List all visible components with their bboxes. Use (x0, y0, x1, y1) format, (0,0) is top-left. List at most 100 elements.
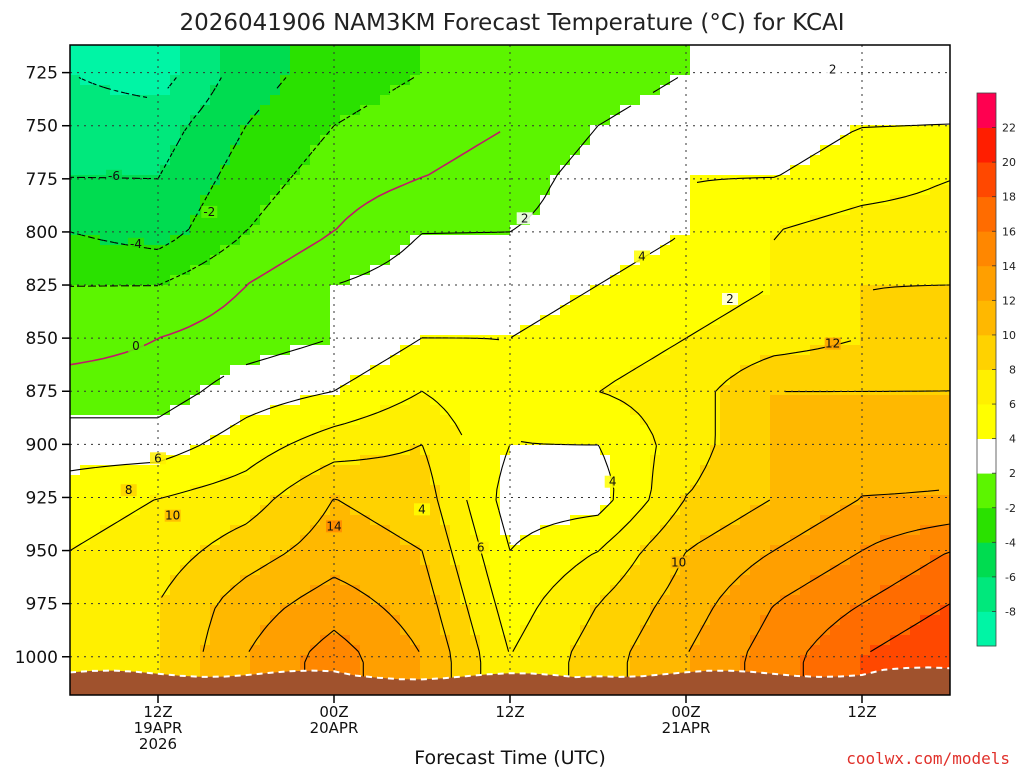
temperature-cell (670, 435, 681, 446)
temperature-cell (380, 405, 391, 416)
temperature-cell (250, 125, 261, 136)
temperature-cell (300, 515, 311, 526)
temperature-cell (180, 585, 191, 596)
temperature-cell (290, 365, 301, 376)
temperature-cell (570, 325, 581, 336)
temperature-cell (800, 555, 811, 566)
temperature-cell (240, 355, 251, 366)
temperature-cell (220, 375, 231, 386)
temperature-cell (500, 395, 511, 406)
temperature-cell (210, 115, 221, 126)
temperature-cell (580, 75, 591, 86)
temperature-cell (810, 455, 821, 466)
temperature-cell (550, 175, 561, 186)
temperature-cell (560, 485, 571, 496)
temperature-cell (420, 245, 431, 256)
temperature-cell (620, 75, 631, 86)
temperature-cell (210, 365, 221, 376)
temperature-cell (840, 525, 851, 536)
temperature-cell (130, 405, 141, 416)
temperature-cell (70, 105, 81, 116)
temperature-cell (430, 415, 441, 426)
temperature-cell (580, 495, 591, 506)
temperature-cell (920, 75, 931, 86)
temperature-cell (630, 445, 641, 456)
temperature-cell (540, 355, 551, 366)
temperature-cell (870, 55, 881, 66)
temperature-cell (210, 595, 221, 606)
temperature-cell (500, 285, 511, 296)
temperature-cell (370, 65, 381, 76)
temperature-cell (150, 525, 161, 536)
temperature-cell (300, 415, 311, 426)
temperature-cell (210, 215, 221, 226)
temperature-cell (220, 525, 231, 536)
temperature-cell (550, 495, 561, 506)
temperature-cell (100, 585, 111, 596)
temperature-cell (720, 435, 731, 446)
temperature-cell (650, 555, 661, 566)
temperature-cell (320, 255, 331, 266)
temperature-cell (780, 575, 791, 586)
temperature-cell (690, 605, 701, 616)
temperature-cell (150, 595, 161, 606)
temperature-cell (690, 165, 701, 176)
temperature-cell (670, 355, 681, 366)
temperature-cell (870, 205, 881, 216)
temperature-cell (100, 535, 111, 546)
temperature-cell (630, 595, 641, 606)
temperature-cell (410, 445, 421, 456)
temperature-cell (800, 595, 811, 606)
temperature-cell (880, 325, 891, 336)
temperature-cell (720, 105, 731, 116)
temperature-cell (280, 65, 291, 76)
temperature-cell (880, 435, 891, 446)
plot-area (70, 45, 950, 695)
temperature-cell (580, 575, 591, 586)
temperature-cell (860, 455, 871, 466)
temperature-cell (860, 45, 871, 56)
temperature-cell (620, 495, 631, 506)
temperature-cell (410, 215, 421, 226)
temperature-cell (680, 515, 691, 526)
temperature-cell (530, 455, 541, 466)
temperature-cell (340, 455, 351, 466)
temperature-cell (220, 515, 231, 526)
temperature-cell (520, 585, 531, 596)
temperature-cell (90, 75, 101, 86)
temperature-cell (220, 315, 231, 326)
temperature-cell (260, 515, 271, 526)
temperature-cell (600, 195, 611, 206)
temperature-cell (670, 335, 681, 346)
temperature-cell (820, 195, 831, 206)
temperature-cell (750, 535, 761, 546)
temperature-cell (710, 135, 721, 146)
temperature-cell (340, 275, 351, 286)
temperature-cell (430, 145, 441, 156)
temperature-cell (920, 85, 931, 96)
temperature-cell (370, 545, 381, 556)
temperature-cell (110, 605, 121, 616)
temperature-cell (880, 75, 891, 86)
temperature-cell (240, 435, 251, 446)
temperature-cell (640, 175, 651, 186)
temperature-cell (440, 355, 451, 366)
temperature-cell (100, 175, 111, 186)
temperature-cell (260, 75, 271, 86)
temperature-cell (190, 525, 201, 536)
temperature-cell (920, 425, 931, 436)
temperature-cell (140, 525, 151, 536)
temperature-cell (420, 495, 431, 506)
temperature-cell (790, 55, 801, 66)
temperature-cell (440, 125, 451, 136)
temperature-cell (820, 205, 831, 216)
temperature-cell (300, 575, 311, 586)
temperature-cell (130, 605, 141, 616)
temperature-cell (240, 325, 251, 336)
temperature-cell (220, 475, 231, 486)
temperature-cell (230, 125, 241, 136)
temperature-cell (650, 235, 661, 246)
temperature-cell (150, 355, 161, 366)
temperature-cell (540, 275, 551, 286)
temperature-cell (830, 225, 841, 236)
